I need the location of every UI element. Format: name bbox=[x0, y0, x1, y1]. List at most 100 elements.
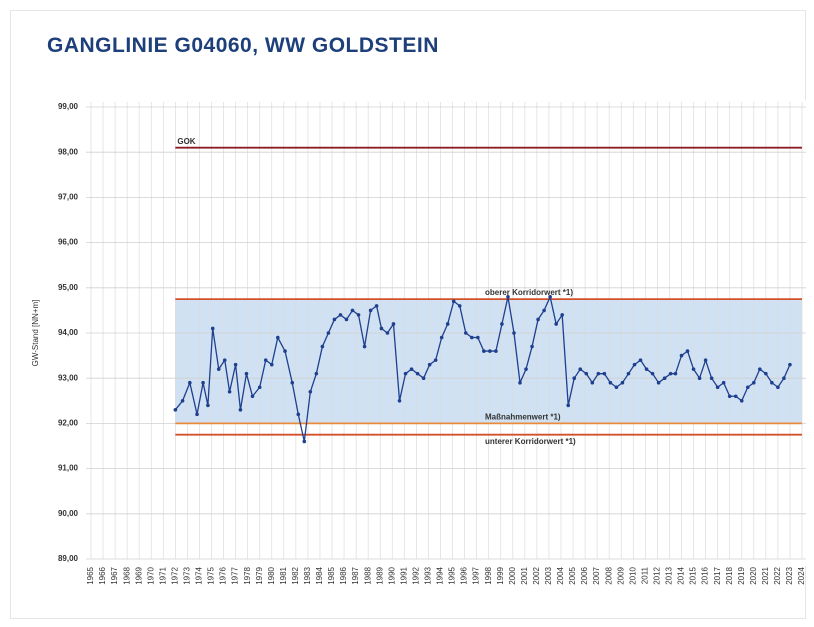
x-tick-label: 2005 bbox=[568, 566, 577, 584]
x-tick-label: 2010 bbox=[628, 566, 637, 584]
data-point bbox=[685, 349, 690, 353]
chart-title: GANGLINIE G04060, WW GOLDSTEIN bbox=[47, 34, 439, 57]
data-point bbox=[180, 399, 185, 403]
data-point bbox=[703, 358, 708, 362]
data-point bbox=[356, 313, 361, 317]
data-point bbox=[691, 367, 696, 371]
x-tick-label: 2018 bbox=[725, 566, 734, 584]
data-point bbox=[715, 385, 720, 390]
x-tick-label: 2022 bbox=[773, 566, 782, 584]
y-tick-label: 96,00 bbox=[58, 238, 79, 247]
x-tick-label: 1998 bbox=[484, 566, 493, 584]
data-point bbox=[244, 371, 249, 376]
x-tick-label: 1980 bbox=[267, 566, 276, 584]
data-point bbox=[368, 308, 373, 313]
data-point bbox=[494, 349, 498, 353]
data-point bbox=[263, 358, 268, 362]
x-tick-label: 1983 bbox=[303, 566, 312, 584]
data-point bbox=[512, 331, 516, 335]
data-point bbox=[590, 380, 595, 385]
data-point bbox=[188, 380, 192, 385]
x-tick-label: 2007 bbox=[592, 566, 601, 584]
x-tick-label: 1973 bbox=[183, 566, 192, 584]
x-tick-label: 2011 bbox=[640, 566, 649, 584]
data-point bbox=[457, 304, 462, 308]
data-point bbox=[638, 358, 643, 362]
data-point bbox=[782, 376, 786, 381]
data-point bbox=[362, 344, 367, 349]
data-point bbox=[626, 371, 631, 376]
x-tick-label: 1979 bbox=[255, 566, 264, 584]
x-tick-label: 2001 bbox=[520, 566, 529, 584]
x-tick-label: 1978 bbox=[243, 566, 252, 584]
data-point bbox=[397, 399, 402, 403]
data-point bbox=[290, 380, 295, 385]
data-point bbox=[216, 367, 221, 371]
x-tick-label: 1999 bbox=[496, 566, 505, 584]
y-tick-label: 97,00 bbox=[58, 193, 79, 202]
data-point bbox=[697, 376, 702, 381]
x-tick-label: 1970 bbox=[146, 566, 155, 584]
data-point bbox=[608, 380, 613, 385]
x-tick-label: 2006 bbox=[580, 566, 589, 584]
data-point bbox=[463, 331, 468, 335]
data-point bbox=[566, 403, 571, 408]
data-point bbox=[409, 367, 414, 371]
data-point bbox=[332, 317, 337, 322]
x-tick-label: 1988 bbox=[363, 566, 372, 584]
data-point bbox=[222, 358, 227, 362]
data-point bbox=[427, 362, 432, 367]
data-point bbox=[210, 326, 215, 331]
x-tick-label: 1971 bbox=[158, 566, 167, 584]
data-point bbox=[584, 371, 589, 376]
data-point bbox=[679, 353, 684, 358]
data-point bbox=[433, 358, 438, 362]
x-tick-label: 1986 bbox=[339, 566, 348, 584]
data-point bbox=[530, 344, 534, 349]
data-point bbox=[548, 295, 552, 299]
x-tick-label: 1991 bbox=[399, 566, 408, 584]
data-point bbox=[482, 349, 486, 353]
x-tick-label: 1972 bbox=[170, 566, 179, 584]
x-tick-label: 1982 bbox=[291, 566, 300, 584]
x-tick-label: 1989 bbox=[375, 566, 384, 584]
data-point bbox=[206, 403, 210, 408]
reference-label: unterer Korridorwert *1) bbox=[485, 437, 576, 446]
data-point bbox=[233, 362, 238, 367]
x-tick-label: 1981 bbox=[279, 566, 288, 584]
y-axis-label: GW-Stand [NN+m] bbox=[31, 300, 40, 367]
data-point bbox=[739, 399, 744, 403]
reference-label: GOK bbox=[177, 137, 195, 146]
y-tick-label: 89,00 bbox=[58, 554, 79, 563]
data-point bbox=[673, 371, 678, 376]
data-point bbox=[344, 317, 349, 322]
x-tick-label: 1993 bbox=[424, 566, 433, 584]
data-point bbox=[554, 322, 558, 326]
x-tick-label: 1990 bbox=[387, 566, 396, 584]
x-tick-label: 2004 bbox=[556, 566, 565, 584]
x-tick-label: 1995 bbox=[448, 566, 457, 584]
data-point bbox=[238, 408, 243, 412]
x-tick-label: 2016 bbox=[701, 566, 710, 584]
data-point bbox=[524, 367, 528, 371]
x-tick-label: 2009 bbox=[616, 566, 625, 584]
x-tick-label: 2024 bbox=[797, 566, 806, 584]
data-point bbox=[488, 349, 492, 353]
x-tick-label: 1965 bbox=[86, 566, 95, 584]
data-point bbox=[403, 371, 408, 376]
data-point bbox=[385, 331, 390, 335]
x-tick-label: 2003 bbox=[544, 566, 553, 584]
data-point bbox=[506, 295, 510, 299]
data-point bbox=[421, 376, 426, 381]
x-tick-label: 1996 bbox=[460, 566, 469, 584]
x-tick-label: 1967 bbox=[110, 566, 119, 584]
y-tick-label: 98,00 bbox=[58, 147, 79, 156]
data-point bbox=[302, 439, 307, 444]
data-point bbox=[314, 371, 319, 376]
data-point bbox=[257, 385, 262, 390]
x-tick-label: 2019 bbox=[737, 566, 746, 584]
reference-label: oberer Korridorwert *1) bbox=[485, 288, 573, 297]
x-tick-label: 2020 bbox=[749, 566, 758, 584]
data-point bbox=[602, 371, 607, 376]
data-point bbox=[650, 371, 655, 376]
